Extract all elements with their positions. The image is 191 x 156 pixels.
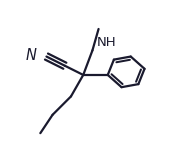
Text: NH: NH [97,36,117,49]
Text: N: N [26,48,37,63]
